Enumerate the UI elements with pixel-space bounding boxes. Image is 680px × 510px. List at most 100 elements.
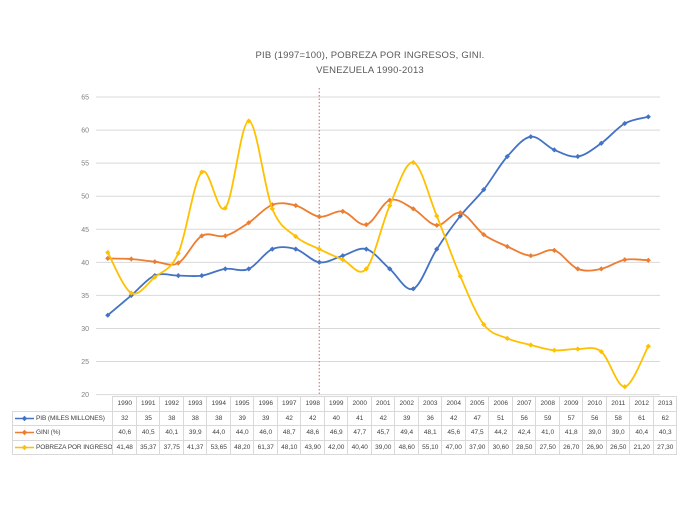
data-point-marker-gini — [105, 255, 111, 261]
y-axis-tick-label: 65 — [81, 95, 89, 102]
data-point-marker-pobreza — [222, 205, 228, 211]
data-point-marker-pib — [363, 246, 369, 252]
value-cell-pib: 36 — [417, 410, 443, 426]
value-cell-gini: 42,4 — [511, 425, 537, 441]
data-point-marker-gini — [504, 243, 510, 250]
data-point-marker-pib — [481, 187, 487, 193]
data-point-marker-pobreza — [410, 159, 416, 166]
year-header-cell: 1997 — [276, 396, 302, 412]
data-point-marker-pobreza — [246, 118, 252, 124]
year-header-cell: 1992 — [159, 396, 184, 412]
data-point-marker-pib — [575, 153, 581, 160]
table-row-pib: PIB (MILES MILLONES) 32 35 38 38 38 39 39 42 42 40… — [11, 410, 678, 426]
table-row-pobreza: POBREZA POR INGRESO 41,48 35,37 37,75 41,37 5… — [11, 439, 678, 455]
value-cell-pobreza: 27,30 — [652, 439, 678, 455]
value-cell-gini: 40,6 — [112, 425, 137, 441]
value-cell-pib: 61 — [629, 410, 654, 426]
value-cell-pib: 47 — [464, 410, 490, 426]
value-cell-gini: 48,1 — [417, 425, 443, 441]
data-point-marker-pobreza — [316, 246, 322, 252]
value-cell-pib: 56 — [582, 410, 607, 426]
value-cell-gini: 40,3 — [652, 425, 678, 441]
data-point-marker-pobreza — [152, 274, 158, 280]
data-point-marker-pobreza — [175, 250, 181, 256]
data-point-marker-pib — [293, 246, 299, 252]
value-cell-gini: 45,6 — [441, 425, 466, 441]
data-point-marker-gini — [340, 208, 346, 214]
value-cell-pobreza: 53,65 — [206, 439, 231, 455]
value-cell-pobreza: 26,50 — [605, 439, 631, 455]
value-cell-gini: 40,1 — [159, 425, 184, 441]
value-cell-pib: 39 — [394, 410, 419, 426]
data-point-marker-pobreza — [387, 202, 393, 209]
year-header-cell: 2000 — [347, 396, 372, 412]
data-point-marker-pobreza — [363, 266, 369, 272]
value-cell-pobreza: 37,75 — [159, 439, 184, 455]
data-point-marker-pib — [410, 286, 416, 292]
series-label-cell-pobreza: POBREZA POR INGRESO — [11, 439, 114, 455]
value-cell-pobreza: 48,60 — [394, 439, 419, 455]
year-header-cell: 2003 — [417, 396, 443, 412]
data-point-marker-pobreza — [481, 321, 487, 328]
value-cell-gini: 44,0 — [206, 425, 231, 441]
value-cell-gini: 47,7 — [347, 425, 372, 441]
y-axis-tick-label: 35 — [81, 293, 89, 300]
value-cell-pobreza: 40,40 — [347, 439, 372, 455]
value-cell-gini: 47,5 — [464, 425, 490, 441]
data-point-marker-gini — [528, 253, 534, 259]
value-cell-gini: 46,9 — [323, 425, 349, 441]
y-axis-tick-label: 60 — [81, 128, 89, 135]
series-line-gini — [107, 198, 649, 272]
y-axis-tick-label: 30 — [81, 326, 89, 333]
data-point-marker-gini — [128, 256, 134, 262]
value-cell-pib: 35 — [135, 410, 161, 426]
data-point-marker-pib — [528, 134, 534, 140]
year-header-cell: 1999 — [323, 396, 349, 412]
data-point-marker-pobreza — [457, 273, 463, 279]
value-cell-pobreza: 30,60 — [488, 439, 513, 455]
data-point-marker-pib — [645, 114, 651, 120]
year-header-cell: 1998 — [300, 396, 325, 412]
data-point-marker-pib — [316, 259, 322, 265]
value-cell-pib: 39 — [229, 410, 255, 426]
year-header-cell: 2010 — [582, 396, 607, 412]
y-axis-tick-label: 40 — [81, 260, 89, 267]
value-cell-pobreza: 43,90 — [300, 439, 325, 455]
data-point-marker-pib — [598, 140, 604, 146]
data-point-marker-gini — [152, 259, 158, 265]
value-cell-gini: 48,6 — [300, 425, 325, 441]
value-cell-pobreza: 39,00 — [370, 439, 396, 455]
year-header-cell: 2001 — [370, 396, 396, 412]
value-cell-pib: 38 — [206, 410, 231, 426]
data-point-marker-gini — [645, 257, 651, 263]
data-point-marker-gini — [598, 266, 604, 272]
value-cell-pib: 40 — [323, 410, 349, 426]
data-point-marker-gini — [622, 257, 628, 263]
data-point-marker-gini — [575, 266, 581, 272]
value-cell-pobreza: 26,90 — [582, 439, 607, 455]
data-point-marker-pobreza — [622, 384, 628, 390]
year-header-cell: 2013 — [652, 396, 678, 412]
value-cell-pib: 38 — [182, 410, 208, 426]
value-cell-gini: 44,2 — [488, 425, 513, 441]
value-cell-gini: 40,5 — [135, 425, 161, 441]
value-cell-pib: 32 — [112, 410, 137, 426]
data-point-marker-pobreza — [269, 206, 275, 212]
data-point-marker-pib — [504, 153, 510, 160]
series-label-cell-pib: PIB (MILES MILLONES) — [11, 410, 114, 426]
value-cell-gini: 46,0 — [253, 425, 278, 441]
y-axis-tick-label: 20 — [81, 392, 89, 399]
value-cell-pobreza: 41,37 — [182, 439, 208, 455]
value-cell-pib: 62 — [652, 410, 678, 426]
value-cell-pib: 42 — [441, 410, 466, 426]
data-point-marker-pib — [175, 273, 181, 279]
data-point-marker-pib — [387, 266, 393, 272]
y-axis-tick-label: 50 — [81, 194, 89, 201]
value-cell-gini: 41,8 — [558, 425, 584, 441]
year-header-cell: 2007 — [511, 396, 537, 412]
data-point-marker-pib — [222, 266, 228, 272]
data-point-marker-pib — [246, 266, 252, 272]
value-cell-pib: 58 — [605, 410, 631, 426]
data-point-marker-pib — [434, 246, 440, 252]
value-cell-pobreza: 27,50 — [535, 439, 560, 455]
